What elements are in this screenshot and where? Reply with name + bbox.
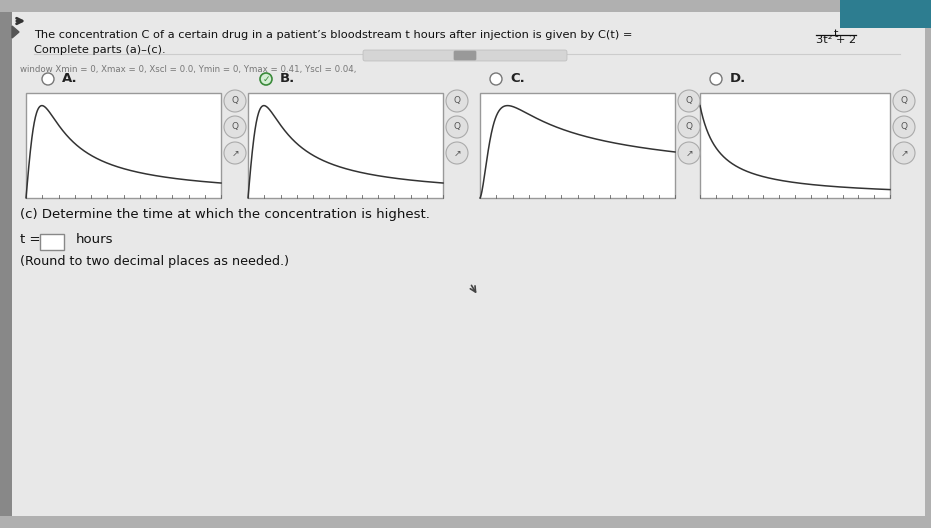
Text: Q: Q [232,97,238,106]
FancyBboxPatch shape [454,51,476,60]
Circle shape [446,90,468,112]
FancyBboxPatch shape [40,234,64,250]
Text: ↗: ↗ [685,148,693,157]
Text: hours: hours [76,233,114,246]
Circle shape [446,116,468,138]
Text: Complete parts (a)–(c).: Complete parts (a)–(c). [34,45,166,55]
FancyBboxPatch shape [480,93,675,198]
Text: window Xmin = 0, Xmax = 0, Xscl = 0.0, Ymin = 0, Ymax = 0.41, Yscl = 0.04,: window Xmin = 0, Xmax = 0, Xscl = 0.0, Y… [20,65,357,74]
Circle shape [678,90,700,112]
Circle shape [678,142,700,164]
Circle shape [490,73,502,85]
Circle shape [224,90,246,112]
Circle shape [893,116,915,138]
Text: A.: A. [62,72,77,86]
Text: Q: Q [232,122,238,131]
Circle shape [224,142,246,164]
FancyBboxPatch shape [363,50,567,61]
Circle shape [710,73,722,85]
Text: ↗: ↗ [900,148,908,157]
Text: t: t [834,29,838,39]
Circle shape [224,116,246,138]
Text: (c) Determine the time at which the concentration is highest.: (c) Determine the time at which the conc… [20,208,430,221]
FancyBboxPatch shape [0,12,12,516]
Circle shape [260,73,272,85]
Circle shape [42,73,54,85]
Text: ↗: ↗ [453,148,461,157]
Text: The concentration C of a certain drug in a patient’s bloodstream t hours after i: The concentration C of a certain drug in… [34,30,632,40]
FancyBboxPatch shape [26,93,221,198]
Circle shape [678,116,700,138]
Circle shape [893,90,915,112]
Circle shape [446,142,468,164]
Text: 3t² + 2: 3t² + 2 [816,35,857,45]
Text: ↗: ↗ [231,148,238,157]
Text: B.: B. [280,72,295,86]
FancyBboxPatch shape [248,93,443,198]
Text: Q: Q [900,97,908,106]
FancyBboxPatch shape [12,12,925,516]
FancyBboxPatch shape [840,0,931,28]
Text: Q: Q [900,122,908,131]
FancyBboxPatch shape [700,93,890,198]
Text: t =: t = [20,233,41,246]
Text: Q: Q [453,97,461,106]
Circle shape [893,142,915,164]
Text: (Round to two decimal places as needed.): (Round to two decimal places as needed.) [20,255,289,268]
Polygon shape [12,26,19,38]
Text: Q: Q [685,97,693,106]
Text: Q: Q [685,122,693,131]
Text: Q: Q [453,122,461,131]
Text: C.: C. [510,72,525,86]
Text: D.: D. [730,72,747,86]
Text: ✓: ✓ [263,74,270,83]
